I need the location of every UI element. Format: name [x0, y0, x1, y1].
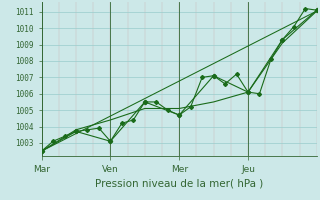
X-axis label: Pression niveau de la mer( hPa ): Pression niveau de la mer( hPa )	[95, 178, 263, 188]
